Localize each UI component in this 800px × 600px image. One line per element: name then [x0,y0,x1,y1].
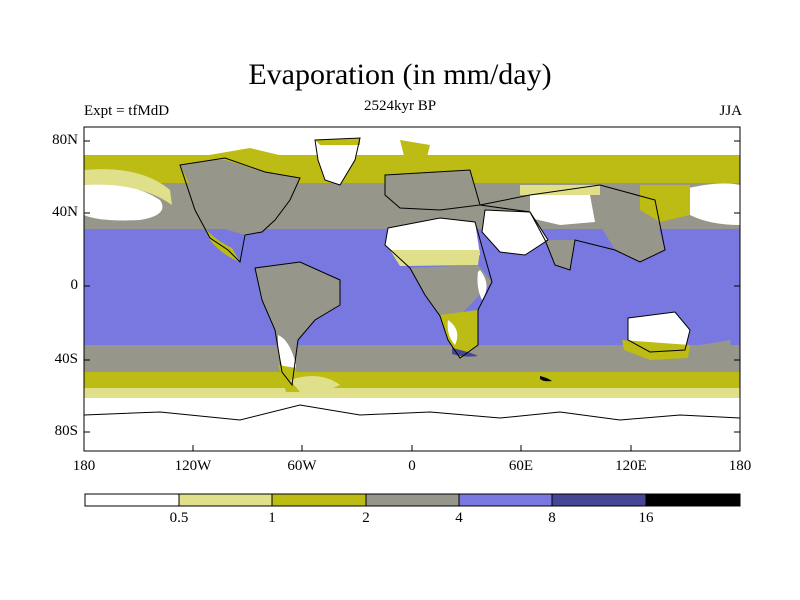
colorbar-bin-0 [84,493,180,507]
nw-pacific-low [680,183,740,225]
colorbar-label-8: 8 [548,510,556,526]
south-atlantic-yellow [290,376,340,393]
lon-label-0: 0 [408,458,416,474]
nz-grey [700,340,735,368]
australia-ring [622,340,690,360]
season-label: JJA [719,103,742,119]
east-africa-white [477,270,487,300]
india [545,240,575,270]
lon-label-120e: 120E [615,458,647,474]
time-label: 2524kyr BP [363,98,437,114]
north-pacific-yellow [84,169,172,205]
experiment-label: Expt = tfMdD [84,103,170,119]
lat-label-80n: 80N [52,132,78,148]
lat-tick-marks [84,140,740,433]
japan-yellow [640,185,690,222]
pacific-dark-spot [540,376,552,382]
amazon [255,262,340,365]
lat-label-80s: 80S [54,423,78,439]
central-africa [410,265,492,320]
colorbar-bin-6 [645,493,741,507]
lon-label-60w: 60W [287,458,317,474]
band-antarctica [84,398,740,451]
colorbar-label-2: 2 [362,510,370,526]
lon-label-180w: 180 [72,458,96,474]
map-field [84,127,740,451]
colorbar-label-1: 1 [268,510,276,526]
siberia-yellow [400,140,430,165]
colorbar-bin-3 [365,493,460,507]
colorbar-bin-4 [458,493,553,507]
sahara-edge [390,250,480,266]
central-asia [530,195,595,225]
lat-label-40s: 40S [54,351,78,367]
colorbar-label-16: 16 [638,510,654,526]
band-subantarctic [84,388,740,400]
coastlines [179,137,691,387]
lat-label-eq: 0 [70,277,79,293]
greenland [315,138,360,185]
kalahari-white [447,320,458,345]
lon-label-120w: 120W [174,458,212,474]
map-title: Evaporation (in mm/day) [248,58,552,91]
colorbar [84,493,741,507]
colorbar-bin-1 [178,493,273,507]
colorbar-label-4: 4 [455,510,463,526]
colorbar-label-0-5: 0.5 [169,510,189,526]
lon-label-180e: 180 [728,458,752,474]
north-pacific-low [84,184,163,221]
indian-ocean-max [452,348,478,357]
lat-label-40n: 40N [52,204,78,220]
colorbar-bin-5 [551,493,647,507]
antarctica-coast [84,404,740,421]
europe [385,170,480,210]
colorbar-bin-2 [271,493,367,507]
lon-label-60e: 60E [508,458,534,474]
north-america [180,158,300,235]
arabia [482,210,548,255]
band-southern-ocean [84,372,740,390]
lon-tick-marks [83,445,741,451]
